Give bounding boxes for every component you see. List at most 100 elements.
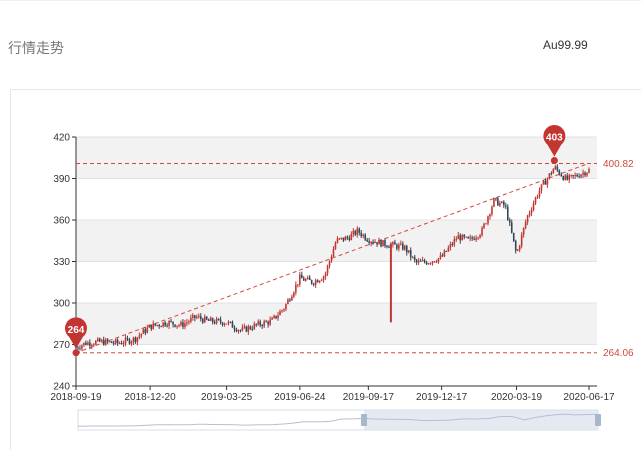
candle-body — [227, 321, 230, 324]
candle-body — [259, 321, 262, 326]
candle-body — [128, 339, 131, 344]
grid-band — [76, 137, 597, 179]
candle-body — [534, 197, 537, 204]
candle-body — [522, 227, 525, 235]
candle-body — [477, 237, 479, 239]
y-tick-label: 300 — [53, 299, 70, 310]
price-chart[interactable]: 240 270 300 330 360 390 420 2018-09-19 2018-12-2… — [0, 0, 641, 439]
candle-body — [441, 255, 444, 257]
candle-body — [124, 338, 127, 344]
candle-body — [241, 327, 244, 331]
candle-body — [330, 256, 333, 262]
candle-body — [548, 173, 551, 179]
candle-body — [471, 237, 473, 239]
candle-body — [237, 330, 240, 332]
candle-body — [503, 201, 505, 206]
candle-body — [257, 321, 260, 325]
candle-body — [405, 245, 408, 253]
candle-body — [100, 339, 103, 342]
candle-body — [457, 235, 460, 240]
y-tick-label: 360 — [53, 216, 70, 227]
min-marker-pin — [65, 317, 87, 349]
candle-body — [423, 260, 426, 263]
candle-body — [358, 228, 361, 233]
candle-body — [526, 215, 529, 223]
candle-body — [435, 261, 438, 263]
candle-body — [506, 206, 509, 220]
candle-body — [229, 321, 232, 323]
min-marker-dot — [72, 349, 80, 357]
candle-body — [142, 329, 145, 334]
candle-body — [544, 181, 547, 185]
grid-band — [76, 303, 597, 345]
candle-body — [156, 324, 159, 326]
candle-body — [182, 322, 184, 327]
candle-body — [370, 241, 372, 244]
zoom-handle-left[interactable] — [361, 414, 367, 426]
candle-body — [584, 172, 586, 176]
candle-body — [253, 323, 256, 329]
candle-body — [368, 241, 370, 244]
candle-body — [83, 342, 85, 346]
candle-body — [572, 174, 574, 176]
candle-body — [413, 256, 416, 260]
candle-body — [158, 324, 160, 327]
candle-body — [576, 174, 578, 177]
candle-body — [481, 227, 483, 236]
candle-body — [348, 238, 351, 241]
candle-body — [378, 239, 380, 245]
candle-body — [376, 242, 378, 245]
candle-body — [235, 329, 238, 332]
candle-body — [168, 321, 170, 326]
candle-body — [225, 323, 228, 325]
candle-body — [499, 202, 501, 206]
candle-body — [188, 321, 190, 323]
candle-body — [524, 222, 527, 228]
candle-body — [475, 237, 477, 240]
candle-body — [77, 347, 79, 349]
candle-body — [465, 236, 467, 238]
candle-body — [320, 279, 323, 281]
candle-body — [300, 274, 303, 279]
candle-body — [146, 327, 149, 333]
candle-body — [398, 244, 400, 249]
candle-body — [439, 255, 442, 259]
candle-body — [310, 280, 313, 284]
candle-body — [293, 292, 295, 297]
zoom-handle-right[interactable] — [595, 414, 601, 426]
candle-body — [130, 341, 133, 344]
candle-body — [403, 245, 406, 250]
candle-body — [360, 232, 363, 237]
candle-body — [518, 245, 521, 250]
candle-body — [566, 175, 569, 180]
candle-body — [198, 316, 200, 318]
candle-body — [308, 277, 311, 281]
candle-body — [291, 296, 293, 301]
candle-body — [201, 318, 204, 323]
candle-body — [87, 342, 89, 345]
candle-body — [85, 342, 87, 345]
candle-body — [429, 263, 432, 265]
candle-body — [297, 284, 299, 286]
candle-body — [172, 321, 174, 325]
y-tick-label: 420 — [53, 133, 70, 144]
candle-body — [479, 235, 481, 238]
candle-body — [269, 319, 271, 325]
candle-body — [342, 237, 345, 241]
candle-body — [407, 250, 410, 253]
candle-body — [261, 325, 263, 327]
candle-body — [350, 234, 353, 241]
candle-body — [340, 237, 343, 239]
candle-body — [419, 260, 422, 262]
x-tick-label: 2019-09-17 — [343, 392, 395, 403]
candle-body — [558, 170, 561, 175]
candle-body — [334, 242, 337, 250]
candle-body — [295, 284, 297, 293]
candle-body — [221, 322, 224, 325]
candle-body — [497, 198, 499, 206]
min-marker-label: 264 — [68, 325, 85, 336]
candle-body — [192, 315, 194, 318]
x-tick-label: 2018-09-19 — [50, 392, 102, 403]
candle-body — [415, 259, 418, 263]
candle-body — [352, 230, 355, 235]
